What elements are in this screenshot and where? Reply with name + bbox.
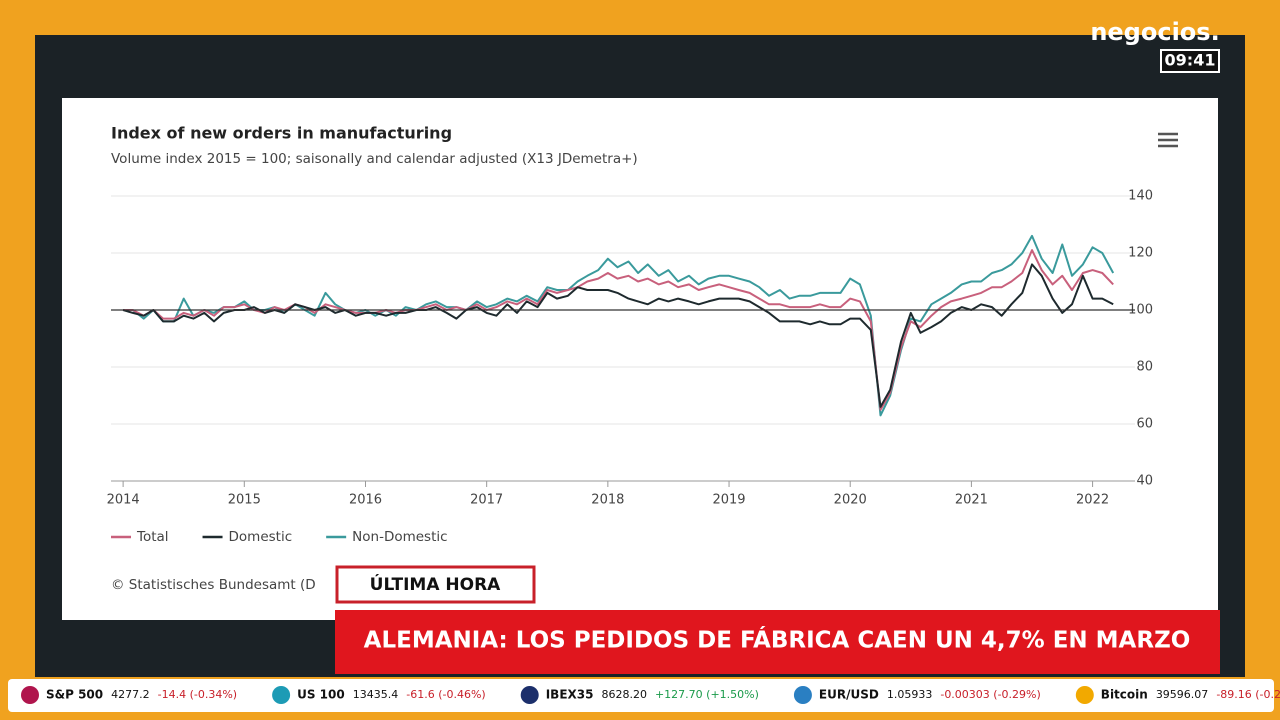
x-tick-label: 2015 xyxy=(228,493,261,508)
logo: negocios. xyxy=(1090,18,1219,46)
legend-label: Non-Domestic xyxy=(352,529,447,545)
ticker-icon xyxy=(793,686,812,704)
chart-panel xyxy=(62,98,1218,620)
y-tick-label: 60 xyxy=(1136,417,1153,432)
ticker-icon xyxy=(272,686,291,704)
chart-title: Index of new orders in manufacturing xyxy=(111,124,452,143)
x-tick-label: 2017 xyxy=(470,493,503,508)
x-tick-label: 2022 xyxy=(1076,493,1109,508)
chart-subtitle: Volume index 2015 = 100; saisonally and … xyxy=(111,151,638,167)
ticker-text: 13435.4 xyxy=(353,688,399,701)
y-tick-label: 140 xyxy=(1128,189,1153,204)
ticker-text: US 100 xyxy=(297,688,345,702)
clock-box xyxy=(1160,49,1220,73)
x-tick-label: 2014 xyxy=(107,493,140,508)
ticker-text: -0.00303 (-0.29%) xyxy=(940,688,1040,701)
menu-icon[interactable] xyxy=(1158,132,1178,148)
headline-banner xyxy=(335,610,1220,674)
headline: ALEMANIA: LOS PEDIDOS DE FÁBRICA CAEN UN… xyxy=(364,626,1191,654)
ticker-text: 1.05933 xyxy=(887,688,933,701)
x-tick-label: 2016 xyxy=(349,493,382,508)
ticker-text: 39596.07 xyxy=(1156,688,1209,701)
y-tick-label: 40 xyxy=(1136,474,1153,489)
series-line xyxy=(123,249,1114,411)
ticker-text: -14.4 (-0.34%) xyxy=(158,688,237,701)
ticker-text: EUR/USD xyxy=(819,688,879,702)
ticker: S&P 500 4277.2 -14.4 (-0.34%) US 100 13435.4… xyxy=(21,686,1280,704)
ticker-icon xyxy=(520,686,539,704)
x-tick-label: 2021 xyxy=(955,493,988,508)
plot: 40 60 80 100 120 140 2014 2015 2016 2017 2018 2019 2… xyxy=(107,189,1153,508)
news-tag: ÚLTIMA HORA xyxy=(370,573,502,595)
ticker-text: -61.6 (-0.46%) xyxy=(406,688,485,701)
x-tick-label: 2020 xyxy=(834,493,867,508)
ticker-text: Bitcoin xyxy=(1101,688,1148,702)
legend: Total Domestic Non-Domestic xyxy=(111,529,448,545)
legend-label: Total xyxy=(136,529,169,545)
ticker-text: S&P 500 xyxy=(46,688,103,702)
tag-box xyxy=(335,565,536,604)
ticker-icon xyxy=(21,686,39,704)
ticker-bar xyxy=(8,679,1274,712)
clock: 09:41 xyxy=(1165,51,1216,70)
x-tick-label: 2019 xyxy=(712,493,745,508)
y-tick-label: 120 xyxy=(1128,246,1153,261)
y-tick-label: 80 xyxy=(1136,360,1153,375)
ticker-icon xyxy=(1075,686,1094,704)
source: © Statistisches Bundesamt (D xyxy=(111,577,316,593)
legend-label: Domestic xyxy=(229,529,293,545)
ticker-text: IBEX35 xyxy=(546,688,594,702)
ticker-text: -89.16 (-0.22 xyxy=(1216,688,1280,701)
ticker-text: +127.70 (+1.50%) xyxy=(655,688,759,701)
y-tick-label: 100 xyxy=(1128,303,1153,318)
ticker-text: 8628.20 xyxy=(601,688,647,701)
x-tick-label: 2018 xyxy=(591,493,624,508)
ticker-text: 4277.2 xyxy=(111,688,150,701)
